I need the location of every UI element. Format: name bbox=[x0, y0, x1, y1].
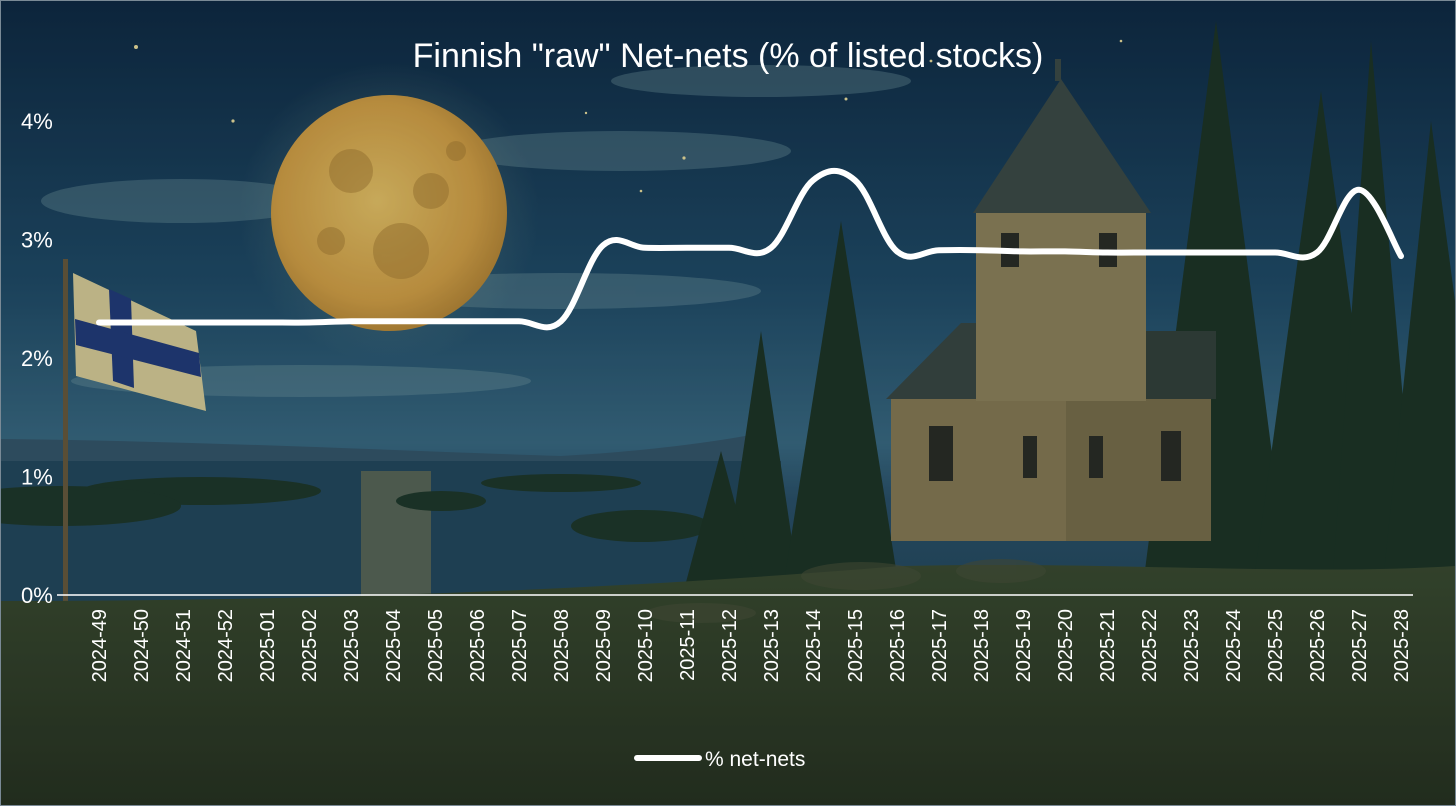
x-tick-label: 2025-28 bbox=[1391, 609, 1413, 682]
x-tick-label: 2025-20 bbox=[1055, 609, 1077, 682]
x-tick-label: 2025-01 bbox=[257, 609, 279, 682]
y-tick-label: 0% bbox=[21, 583, 53, 608]
x-tick-label: 2025-19 bbox=[1013, 609, 1035, 682]
y-axis-ticks: 0% 1% 2% 3% 4% bbox=[21, 109, 53, 608]
x-tick-label: 2025-09 bbox=[593, 609, 615, 682]
y-tick-label: 4% bbox=[21, 109, 53, 134]
x-tick-label: 2025-17 bbox=[929, 609, 951, 682]
x-tick-label: 2025-10 bbox=[635, 609, 657, 682]
x-tick-label: 2025-11 bbox=[677, 609, 699, 681]
flag bbox=[63, 259, 206, 619]
y-tick-label: 3% bbox=[21, 228, 53, 253]
x-tick-label: 2025-12 bbox=[719, 609, 741, 682]
ground bbox=[1, 564, 1455, 805]
moon-craters bbox=[317, 141, 466, 279]
x-tick-label: 2025-16 bbox=[887, 609, 909, 682]
x-tick-label: 2025-27 bbox=[1349, 609, 1371, 682]
x-tick-label: 2025-21 bbox=[1097, 609, 1119, 682]
rocks bbox=[646, 559, 1046, 623]
x-tick-label: 2024-50 bbox=[131, 609, 153, 682]
y-tick-label: 1% bbox=[21, 465, 53, 490]
stars bbox=[134, 39, 1123, 193]
x-tick-label: 2025-24 bbox=[1223, 609, 1245, 682]
chart-title: Finnish "raw" Net-nets (% of listed stoc… bbox=[413, 37, 1044, 75]
legend-label: % net-nets bbox=[705, 748, 805, 771]
series-line-net-nets bbox=[96, 167, 1404, 331]
x-tick-label: 2024-49 bbox=[89, 609, 111, 682]
x-tick-label: 2024-51 bbox=[173, 609, 195, 682]
x-tick-label: 2025-23 bbox=[1181, 609, 1203, 682]
x-tick-label: 2025-18 bbox=[971, 609, 993, 682]
moon bbox=[271, 95, 507, 331]
x-tick-label: 2025-22 bbox=[1139, 609, 1161, 682]
x-axis-ticks: 2024-49 2024-50 2024-51 2024-52 2025-01 2025-… bbox=[89, 609, 1413, 682]
islands bbox=[1, 474, 711, 542]
x-tick-label: 2025-06 bbox=[467, 609, 489, 682]
legend: % net-nets bbox=[634, 748, 805, 771]
church bbox=[886, 59, 1216, 541]
x-tick-label: 2025-26 bbox=[1307, 609, 1329, 682]
x-tick-label: 2025-15 bbox=[845, 609, 867, 682]
x-tick-label: 2024-52 bbox=[215, 609, 237, 682]
x-tick-label: 2025-07 bbox=[509, 609, 531, 682]
x-tick-label: 2025-25 bbox=[1265, 609, 1287, 682]
x-tick-label: 2025-08 bbox=[551, 609, 573, 682]
x-tick-label: 2025-02 bbox=[299, 609, 321, 682]
x-tick-label: 2025-13 bbox=[761, 609, 783, 682]
x-tick-label: 2025-03 bbox=[341, 609, 363, 682]
x-tick-label: 2025-04 bbox=[383, 609, 405, 682]
x-tick-label: 2025-05 bbox=[425, 609, 447, 682]
y-tick-label: 2% bbox=[21, 346, 53, 371]
x-tick-label: 2025-14 bbox=[803, 609, 825, 682]
